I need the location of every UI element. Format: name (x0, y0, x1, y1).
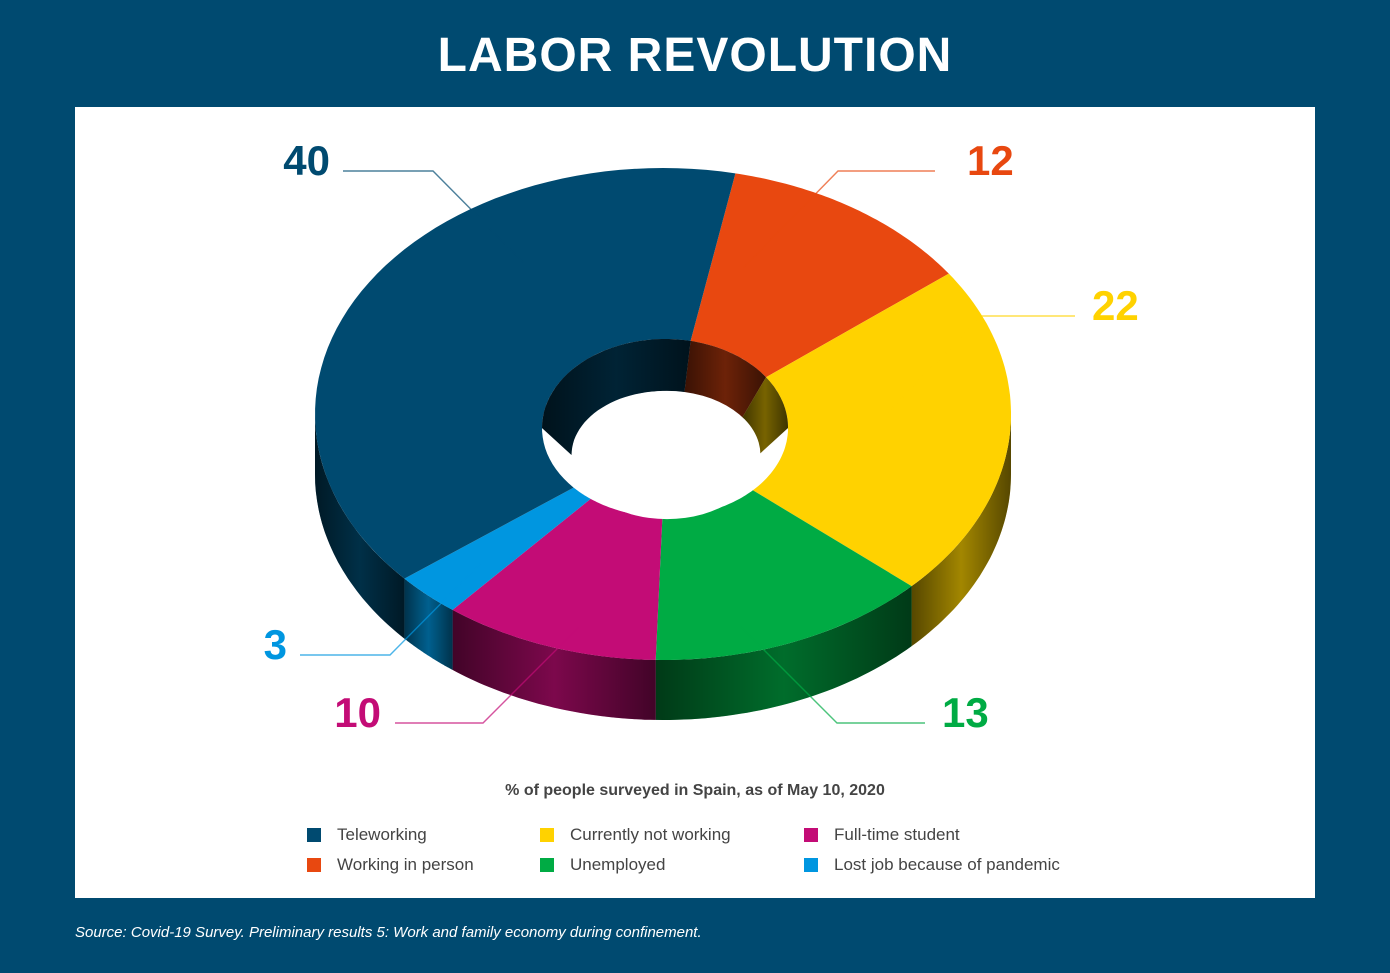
legend-item-unemployed: Unemployed (540, 853, 665, 877)
data-label: 12 (967, 137, 1014, 184)
legend-item-lost-job: Lost job because of pandemic (804, 853, 1060, 877)
slice-inner-shade (542, 339, 691, 455)
legend-swatch (804, 858, 818, 872)
data-label: 13 (942, 689, 989, 736)
slice-side-shade (404, 578, 453, 670)
legend-label: Lost job because of pandemic (834, 855, 1060, 874)
chart-panel: 12 22 13 10 3 40 % of people surveyed in Spai… (75, 107, 1315, 898)
legend-swatch (804, 828, 818, 842)
leader-line (740, 626, 925, 724)
donut-chart: 12 22 13 10 3 40 (264, 137, 1139, 736)
slice-side-shade (655, 586, 912, 720)
legend-item-teleworking: Teleworking (307, 823, 427, 847)
leader-line (343, 170, 530, 269)
legend-swatch (307, 828, 321, 842)
slice-lost-job-because-of-pandemic (404, 487, 591, 610)
slice-full-time-student (452, 498, 663, 660)
legend-label: Teleworking (337, 825, 427, 844)
legend-label: Unemployed (570, 855, 666, 874)
leader-line (300, 558, 486, 656)
source-note: Source: Covid-19 Survey. Preliminary res… (75, 924, 702, 941)
slice-side-shade (911, 414, 1011, 647)
chart-legend: Teleworking Working in person Currently … (307, 823, 1127, 883)
legend-item-working-in-person: Working in person (307, 853, 474, 877)
slice-inner-shade (741, 377, 788, 455)
chart-subtitle: % of people surveyed in Spain, as of May… (505, 782, 885, 799)
slice-teleworking (315, 168, 736, 579)
page-title: LABOR REVOLUTION (437, 29, 953, 82)
legend-label: Working in person (337, 855, 474, 874)
leader-line (742, 170, 935, 269)
legend-label: Full-time student (834, 825, 960, 844)
leader-line (886, 315, 1075, 414)
legend-swatch (540, 828, 554, 842)
slice-side-shade (452, 609, 656, 720)
data-label: 3 (264, 621, 287, 668)
slice-inner-shade (684, 340, 766, 419)
leader-line (395, 626, 580, 724)
slice-unemployed (655, 490, 912, 660)
data-label: 10 (334, 689, 381, 736)
legend-item-full-time-student: Full-time student (804, 823, 960, 847)
legend-item-currently-not-working: Currently not working (540, 823, 731, 847)
legend-swatch (307, 858, 321, 872)
legend-swatch (540, 858, 554, 872)
data-label: 40 (283, 137, 330, 184)
slice-side-shade (315, 414, 405, 639)
data-label: 22 (1092, 282, 1139, 329)
slice-working-in-person (690, 173, 949, 378)
donut-hole (573, 390, 761, 520)
legend-label: Currently not working (570, 825, 731, 844)
